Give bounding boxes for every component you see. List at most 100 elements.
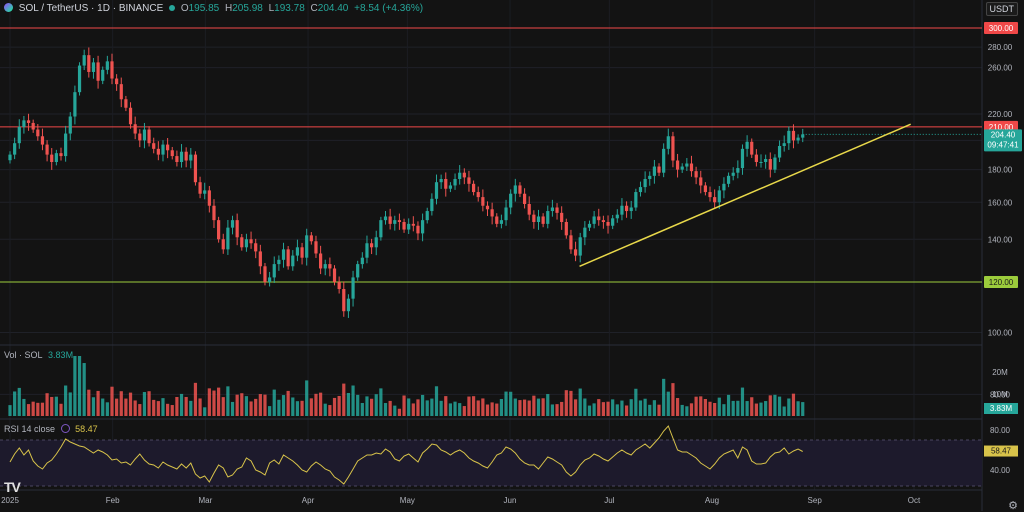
volume-bar (314, 393, 318, 416)
time-axis-ticks: 2025 Feb Mar Apr May Jun Jul Aug Sep Oct (1, 496, 921, 505)
symbol-icon[interactable] (4, 3, 13, 12)
level-tag-text: 300.00 (989, 24, 1014, 33)
online-dot-icon (169, 5, 176, 11)
current-price-text: 204.40 (991, 130, 1016, 139)
volume-bar (578, 388, 582, 416)
volume-bar (499, 399, 504, 416)
candle-body (161, 144, 165, 155)
candle-body (713, 197, 717, 203)
candle-body (527, 203, 531, 215)
candle-body (699, 177, 703, 186)
price-tick: 140.00 (988, 235, 1013, 244)
volume-bar (309, 398, 313, 416)
candle-body (212, 205, 216, 221)
chart-header: SOL / TetherUS · 1D · BINANCE O195.85 H2… (4, 3, 426, 14)
candle-body (634, 192, 638, 208)
volume-bar (54, 396, 58, 416)
candle-body (170, 150, 174, 157)
volume-bar (629, 399, 633, 416)
volume-bar (73, 356, 77, 416)
volume-bar (96, 390, 100, 416)
candle-body (555, 207, 559, 213)
candle-body (458, 172, 462, 180)
volume-bar (374, 394, 378, 416)
candle-body (569, 235, 573, 250)
candle-body (388, 216, 392, 224)
candle-body (532, 214, 536, 222)
candle-body (332, 268, 337, 282)
candle-body (722, 183, 726, 191)
candle-body (657, 166, 661, 173)
volume-bar (662, 378, 666, 416)
symbol-title[interactable]: SOL / TetherUS · 1D · BINANCE (18, 3, 164, 14)
volume-bar (64, 385, 68, 416)
volume-bar (680, 404, 684, 416)
candle-body (703, 185, 707, 193)
change-value: +8.54 (+4.36%) (354, 3, 424, 14)
price-tick: 80.00 (990, 390, 1011, 399)
candle-body (383, 216, 388, 221)
rsi-label[interactable]: RSI 14 close (4, 424, 56, 434)
volume-bar (541, 398, 545, 416)
volume-bar (430, 398, 434, 416)
volume-bar (388, 400, 392, 416)
candle-body (689, 163, 694, 172)
volume-bar (175, 396, 179, 416)
candle-body (314, 241, 318, 254)
candle-body (226, 227, 230, 250)
rsi-settings-icon[interactable] (60, 424, 70, 433)
volume-last: 3.83M (48, 350, 74, 360)
candle-body (36, 129, 40, 137)
candle-body (764, 159, 768, 163)
volume-bar (365, 396, 369, 416)
volume-tick: 10M (992, 390, 1008, 399)
high-value: 205.98 (232, 3, 263, 14)
volume-bar (328, 405, 332, 416)
volume-bar (573, 399, 578, 416)
candle-body (439, 179, 443, 183)
volume-bar (128, 392, 133, 416)
volume-bar (133, 400, 137, 416)
candle-body (249, 239, 253, 244)
volume-bar (370, 398, 374, 416)
candle-body (592, 216, 596, 224)
tradingview-logo-icon[interactable]: TV (4, 479, 21, 495)
volume-bar (13, 391, 17, 416)
candle-body (740, 148, 745, 169)
volume-bar (360, 402, 364, 416)
volume-bar (620, 400, 624, 416)
volume-bar (634, 388, 638, 416)
current-price-tag (984, 129, 1022, 152)
candle-body (184, 151, 188, 161)
candle-body (360, 257, 364, 265)
currency-button[interactable]: USDT (985, 2, 1018, 16)
volume-bar (420, 394, 425, 416)
candle-body (281, 249, 286, 260)
volume-bar (476, 400, 480, 416)
candle-body (522, 193, 527, 204)
volume-label[interactable]: Vol · SOL (4, 350, 43, 360)
candle-body (235, 220, 239, 238)
price-tick: 280.00 (988, 43, 1013, 52)
candle-body (217, 220, 221, 240)
volume-bar (638, 400, 643, 416)
candle-body (411, 223, 415, 226)
volume-bar (268, 406, 272, 416)
volume-bar (189, 400, 193, 416)
candle-body (662, 148, 666, 173)
candle-body (22, 120, 26, 127)
volume-bar (485, 404, 490, 416)
candle-body (444, 179, 448, 189)
volume-bar (91, 397, 96, 416)
volume-bar (717, 397, 721, 416)
candle-body (370, 243, 374, 248)
candle-body (309, 235, 313, 242)
trendline[interactable] (579, 123, 911, 267)
volume-bar (587, 405, 592, 416)
volume-bar (17, 387, 21, 416)
candle-body (124, 99, 128, 108)
volume-bar (138, 404, 142, 416)
rsi-line (9, 425, 803, 485)
gear-icon[interactable]: ⚙ (1008, 500, 1018, 512)
